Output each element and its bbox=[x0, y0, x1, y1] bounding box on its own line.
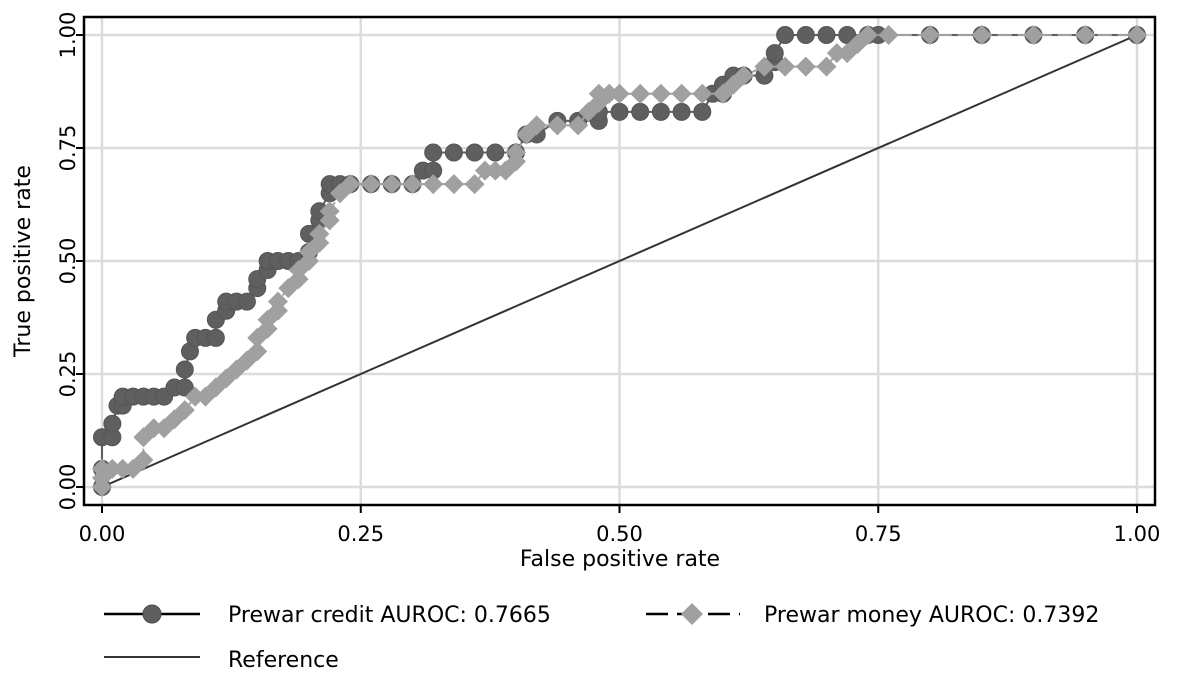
legend-credit-label: Prewar credit AUROC: 0.7665 bbox=[228, 603, 551, 628]
money-point bbox=[816, 56, 837, 77]
money-point bbox=[174, 400, 195, 421]
money-point bbox=[92, 458, 112, 479]
money-point bbox=[381, 174, 402, 195]
money-point bbox=[547, 115, 568, 136]
credit-point bbox=[237, 292, 256, 311]
money-point bbox=[754, 56, 775, 77]
axis-ticks: 0.00 0.25 0.50 0.75 1.00 0.00 0.25 0.50 0.75 1.00 bbox=[56, 12, 1160, 546]
money-point bbox=[795, 56, 816, 77]
credit-point bbox=[672, 102, 691, 121]
money-point bbox=[102, 458, 123, 479]
money-point bbox=[1127, 25, 1147, 45]
credit-point bbox=[424, 143, 443, 162]
money-point bbox=[495, 160, 516, 181]
y-axis-title: True positive rate bbox=[11, 165, 36, 358]
x-tick-label: 0.75 bbox=[855, 522, 902, 546]
money-point bbox=[464, 174, 485, 195]
money-point bbox=[443, 174, 464, 195]
credit-point bbox=[444, 143, 463, 162]
y-tick-label: 0.00 bbox=[56, 464, 80, 511]
money-point bbox=[630, 83, 651, 104]
money-point bbox=[568, 115, 589, 136]
y-tick-label: 0.75 bbox=[56, 125, 80, 172]
credit-point bbox=[765, 44, 784, 63]
money-point bbox=[485, 160, 506, 181]
money-point bbox=[112, 458, 133, 479]
money-point bbox=[185, 386, 206, 407]
money-point bbox=[361, 174, 382, 195]
money-point bbox=[247, 341, 268, 362]
credit-point bbox=[175, 360, 194, 379]
money-point bbox=[733, 65, 754, 86]
money-point bbox=[671, 83, 692, 104]
credit-point bbox=[631, 102, 650, 121]
money-point bbox=[599, 83, 620, 104]
y-tick-label: 0.50 bbox=[56, 238, 80, 285]
credit-point bbox=[651, 102, 670, 121]
money-point bbox=[267, 291, 288, 312]
money-point bbox=[319, 201, 340, 222]
credit-point bbox=[776, 26, 795, 44]
money-point bbox=[1023, 25, 1044, 45]
credit-point bbox=[610, 102, 629, 121]
money-point bbox=[775, 56, 796, 77]
money-point bbox=[650, 83, 671, 104]
series-layer bbox=[92, 25, 1147, 497]
money-point bbox=[692, 83, 713, 104]
money-series-line bbox=[101, 34, 1137, 487]
legend-money-marker bbox=[681, 603, 703, 625]
money-point bbox=[857, 25, 878, 45]
reference-line bbox=[101, 34, 1138, 488]
money-point bbox=[309, 223, 330, 244]
y-tick-label: 0.25 bbox=[56, 351, 80, 398]
credit-point bbox=[693, 102, 712, 121]
x-tick-label: 0.25 bbox=[337, 522, 384, 546]
money-point bbox=[340, 174, 361, 195]
money-point bbox=[143, 418, 164, 439]
money-point bbox=[1075, 25, 1096, 45]
y-tick-label: 1.00 bbox=[56, 12, 80, 59]
legend-credit-marker bbox=[142, 604, 162, 624]
money-point bbox=[474, 160, 495, 181]
x-tick-label: 0.50 bbox=[596, 522, 643, 546]
money-point bbox=[878, 25, 899, 45]
money-point bbox=[971, 25, 992, 45]
credit-point bbox=[486, 143, 505, 162]
x-tick-label: 1.00 bbox=[1114, 522, 1161, 546]
credit-point bbox=[175, 378, 194, 397]
credit-point bbox=[465, 143, 484, 162]
money-point bbox=[526, 115, 547, 136]
money-point bbox=[133, 449, 154, 470]
money-point bbox=[402, 174, 423, 195]
money-point bbox=[609, 83, 630, 104]
money-point bbox=[588, 83, 609, 104]
x-axis-title: False positive rate bbox=[520, 547, 720, 572]
legend-money-label: Prewar money AUROC: 0.7392 bbox=[764, 603, 1099, 628]
legend: Prewar credit AUROC: 0.7665 Prewar money… bbox=[104, 603, 1099, 673]
legend-reference-label: Reference bbox=[228, 648, 339, 673]
x-tick-label: 0.00 bbox=[79, 522, 126, 546]
money-point bbox=[920, 25, 940, 45]
credit-point bbox=[206, 328, 225, 347]
money-point bbox=[506, 142, 526, 163]
credit-point bbox=[817, 26, 836, 44]
credit-point bbox=[103, 414, 122, 433]
money-point bbox=[826, 43, 847, 64]
money-point bbox=[423, 174, 444, 195]
credit-point bbox=[796, 26, 815, 44]
